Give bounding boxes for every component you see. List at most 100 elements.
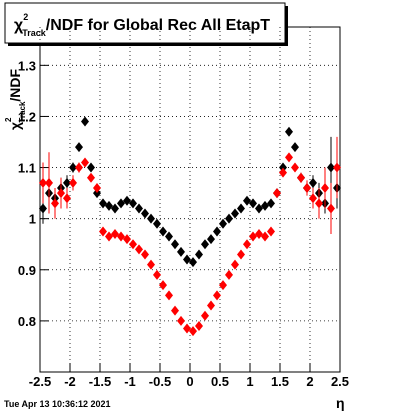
marker bbox=[135, 203, 143, 214]
y-label-sub: Track bbox=[18, 101, 27, 122]
marker bbox=[273, 188, 281, 199]
x-tick-label: 2.5 bbox=[331, 374, 349, 389]
y-tick-label: 0.9 bbox=[18, 263, 36, 278]
marker bbox=[225, 269, 233, 280]
marker bbox=[81, 116, 89, 127]
marker bbox=[255, 229, 263, 239]
marker bbox=[111, 229, 119, 239]
marker bbox=[213, 226, 221, 237]
marker bbox=[93, 183, 101, 193]
marker bbox=[219, 280, 227, 291]
title-symbol: χ bbox=[14, 17, 24, 34]
y-label-symbol: χ bbox=[7, 122, 23, 130]
y-tick-label: 1.1 bbox=[18, 161, 36, 176]
marker bbox=[189, 326, 197, 337]
marker bbox=[285, 126, 293, 137]
marker bbox=[183, 323, 191, 334]
marker bbox=[249, 231, 257, 242]
marker bbox=[285, 152, 293, 163]
marker bbox=[303, 183, 311, 193]
marker bbox=[321, 183, 329, 193]
marker bbox=[153, 218, 161, 229]
x-tick-label: -1 bbox=[124, 374, 136, 389]
marker bbox=[135, 244, 143, 255]
marker bbox=[231, 208, 239, 219]
marker bbox=[315, 198, 323, 209]
marker bbox=[117, 231, 125, 242]
marker bbox=[207, 234, 215, 245]
y-tick-label: 0.8 bbox=[18, 314, 36, 329]
marker bbox=[225, 213, 233, 224]
marker bbox=[195, 321, 203, 331]
marker bbox=[183, 254, 191, 265]
marker bbox=[195, 249, 203, 260]
y-tick-label: 1.3 bbox=[18, 58, 36, 73]
marker bbox=[165, 231, 173, 242]
marker bbox=[213, 290, 221, 301]
marker bbox=[69, 162, 77, 173]
marker bbox=[45, 177, 53, 188]
marker bbox=[261, 200, 269, 211]
marker bbox=[291, 142, 299, 153]
y-tick-label: 1 bbox=[29, 212, 36, 227]
marker bbox=[51, 198, 59, 209]
marker bbox=[129, 239, 137, 250]
marker bbox=[279, 162, 287, 173]
x-tick-label: 1.5 bbox=[271, 374, 289, 389]
marker bbox=[81, 157, 89, 168]
x-axis-label: η bbox=[336, 395, 345, 411]
marker bbox=[123, 234, 131, 245]
marker bbox=[159, 226, 167, 237]
marker bbox=[309, 177, 317, 188]
marker bbox=[267, 198, 275, 209]
marker bbox=[297, 172, 305, 183]
x-tick-label: -0.5 bbox=[149, 374, 171, 389]
marker bbox=[189, 257, 197, 268]
marker bbox=[327, 203, 335, 214]
marker bbox=[87, 162, 95, 173]
marker bbox=[69, 177, 77, 188]
timestamp: Tue Apr 13 10:36:12 2021 bbox=[4, 399, 111, 409]
marker bbox=[105, 231, 113, 242]
marker bbox=[237, 203, 245, 214]
marker bbox=[39, 177, 47, 188]
marker bbox=[171, 305, 179, 316]
y-label-sup: 2 bbox=[4, 117, 13, 122]
marker bbox=[201, 239, 209, 250]
marker bbox=[99, 198, 107, 209]
title-sup: 2 bbox=[23, 12, 28, 22]
marker bbox=[87, 172, 95, 183]
marker bbox=[279, 167, 287, 178]
x-tick-label: -1.5 bbox=[89, 374, 111, 389]
y-tick-label: 1.2 bbox=[18, 109, 36, 124]
marker bbox=[141, 208, 149, 219]
marker bbox=[93, 188, 101, 199]
x-tick-label: 0.5 bbox=[211, 374, 229, 389]
marker bbox=[219, 218, 227, 229]
marker bbox=[333, 162, 341, 173]
marker bbox=[171, 239, 179, 250]
marker bbox=[165, 290, 173, 301]
marker bbox=[255, 203, 263, 214]
marker bbox=[159, 280, 167, 291]
marker bbox=[129, 198, 137, 209]
x-tick-label: 2 bbox=[306, 374, 313, 389]
marker bbox=[207, 300, 215, 311]
marker bbox=[309, 193, 317, 204]
x-tick-label: -2 bbox=[64, 374, 76, 389]
marker bbox=[39, 203, 47, 214]
y-label-text: /NDF bbox=[7, 68, 23, 101]
marker bbox=[123, 195, 131, 206]
marker bbox=[249, 198, 257, 209]
marker bbox=[237, 249, 245, 260]
marker bbox=[147, 259, 155, 270]
marker bbox=[201, 310, 209, 321]
title-text: /NDF for Global Rec All EtapT bbox=[46, 17, 271, 34]
x-tick-label: 0 bbox=[186, 374, 193, 389]
marker bbox=[177, 246, 185, 257]
marker bbox=[327, 162, 335, 173]
title-sub: Track bbox=[22, 28, 47, 38]
marker bbox=[99, 226, 107, 237]
marker bbox=[111, 203, 119, 214]
